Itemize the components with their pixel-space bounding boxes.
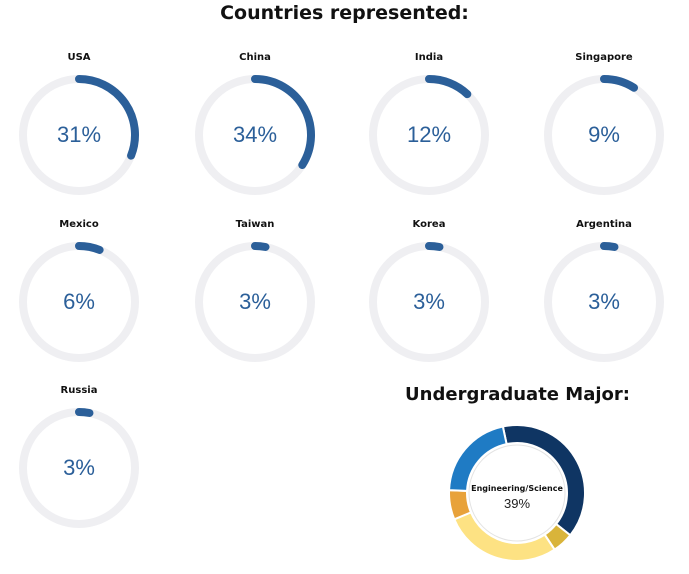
progress-ring-singapore xyxy=(544,75,664,195)
ring-arc-korea xyxy=(425,242,444,251)
country-percent-usa: 31% xyxy=(56,122,102,147)
country-tile-india: India 12% xyxy=(364,52,494,212)
country-name-usa: USA xyxy=(67,52,91,63)
ring-arc-china xyxy=(251,75,315,170)
country-percent-taiwan: 3% xyxy=(239,289,271,314)
country-percent-singapore: 9% xyxy=(588,122,620,147)
major-donut-chart xyxy=(448,424,586,562)
donut-center-value: 39% xyxy=(503,496,531,511)
country-tile-mexico: Mexico 6% xyxy=(14,219,144,379)
country-percent-india: 12% xyxy=(406,122,452,147)
ring-arc-usa xyxy=(75,75,139,160)
country-tile-singapore: Singapore 9% xyxy=(539,52,669,212)
ring-arc-taiwan xyxy=(251,242,270,251)
progress-ring-korea xyxy=(369,242,489,362)
country-name-singapore: Singapore xyxy=(575,52,633,63)
country-name-russia: Russia xyxy=(60,385,98,396)
country-percent-russia: 3% xyxy=(63,455,95,480)
major-chart-title: Undergraduate Major: xyxy=(405,384,630,405)
donut-center-label: Engineering/Science xyxy=(471,484,563,493)
country-tile-china: China 34% xyxy=(190,52,320,212)
donut-slice-4 xyxy=(448,425,508,492)
country-tile-argentina: Argentina 3% xyxy=(539,219,669,379)
country-name-argentina: Argentina xyxy=(576,219,632,230)
progress-ring-mexico xyxy=(19,242,139,362)
ring-arc-mexico xyxy=(75,242,104,254)
country-tile-russia: Russia 3% xyxy=(14,385,144,545)
progress-ring-india xyxy=(369,75,489,195)
ring-arc-singapore xyxy=(600,75,639,92)
country-name-mexico: Mexico xyxy=(59,219,99,230)
country-percent-mexico: 6% xyxy=(63,289,95,314)
country-name-india: India xyxy=(414,52,444,63)
progress-ring-china xyxy=(195,75,315,195)
country-percent-korea: 3% xyxy=(413,289,445,314)
ring-arc-russia xyxy=(75,408,94,417)
progress-ring-usa xyxy=(19,75,139,195)
chart-title: Countries represented: xyxy=(220,2,469,24)
country-name-china: China xyxy=(239,52,271,63)
country-tile-korea: Korea 3% xyxy=(364,219,494,379)
ring-arc-argentina xyxy=(600,242,619,251)
country-percent-china: 34% xyxy=(232,122,278,147)
country-tile-taiwan: Taiwan 3% xyxy=(190,219,320,379)
progress-ring-argentina xyxy=(544,242,664,362)
ring-arc-india xyxy=(425,75,472,99)
progress-ring-russia xyxy=(19,408,139,528)
country-name-korea: Korea xyxy=(412,219,446,230)
country-name-taiwan: Taiwan xyxy=(235,219,275,230)
country-tile-usa: USA 31% xyxy=(14,52,144,212)
country-percent-argentina: 3% xyxy=(588,289,620,314)
progress-ring-taiwan xyxy=(195,242,315,362)
donut-center xyxy=(468,444,566,542)
